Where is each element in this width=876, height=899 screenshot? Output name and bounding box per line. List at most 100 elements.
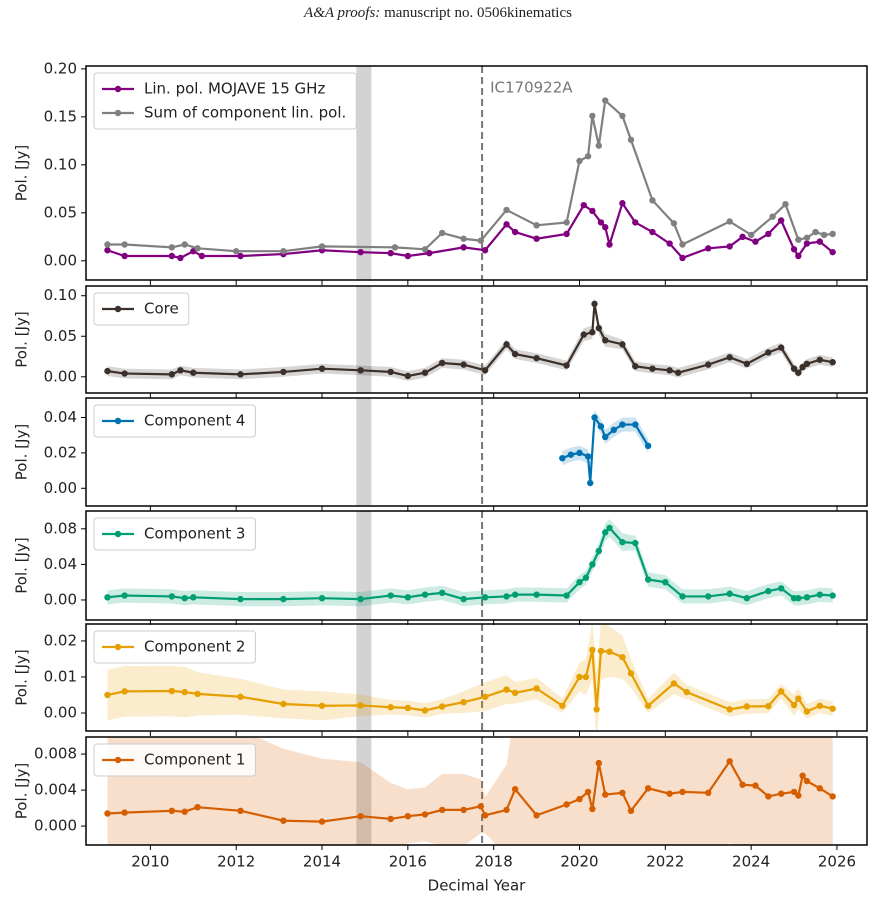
data-point bbox=[589, 646, 596, 654]
data-point bbox=[121, 688, 128, 695]
data-point bbox=[318, 365, 326, 372]
data-point bbox=[481, 594, 489, 601]
data-point bbox=[587, 479, 594, 487]
data-point bbox=[438, 359, 446, 367]
panel bbox=[104, 511, 836, 620]
panel bbox=[104, 624, 836, 731]
data-point bbox=[232, 248, 240, 255]
data-point bbox=[438, 229, 446, 237]
data-point bbox=[426, 249, 433, 257]
data-point bbox=[649, 197, 656, 204]
data-point bbox=[705, 245, 712, 252]
data-point bbox=[726, 243, 733, 250]
y-axis-label: Pol. [Jy] bbox=[13, 145, 31, 201]
y-tick-label: 0.00 bbox=[44, 703, 77, 721]
data-point bbox=[726, 590, 733, 597]
data-point bbox=[318, 818, 326, 825]
data-point bbox=[503, 206, 510, 214]
data-point bbox=[503, 221, 510, 228]
data-point bbox=[168, 593, 176, 600]
y-axis-label: Pol. [Jy] bbox=[13, 649, 31, 705]
data-point bbox=[391, 244, 399, 251]
y-tick-label: 0.004 bbox=[34, 781, 77, 799]
y-tick-label: 0.00 bbox=[44, 251, 77, 269]
data-point bbox=[190, 594, 197, 601]
x-tick-label: 2020 bbox=[560, 853, 598, 871]
data-point bbox=[181, 241, 188, 248]
data-point bbox=[765, 587, 772, 595]
data-point bbox=[705, 361, 712, 368]
data-point bbox=[597, 647, 605, 655]
data-point bbox=[181, 808, 188, 815]
data-point bbox=[803, 240, 811, 247]
data-point bbox=[739, 781, 746, 788]
data-point bbox=[511, 350, 519, 358]
data-point bbox=[829, 592, 836, 599]
data-point bbox=[194, 245, 201, 252]
data-point bbox=[387, 249, 394, 257]
data-point bbox=[829, 793, 836, 800]
data-point bbox=[198, 252, 206, 260]
data-point bbox=[597, 423, 605, 430]
data-point bbox=[816, 238, 823, 245]
data-point bbox=[765, 349, 772, 356]
data-point bbox=[619, 341, 626, 348]
data-point bbox=[595, 142, 602, 149]
legend-marker bbox=[114, 109, 122, 117]
data-point bbox=[795, 252, 802, 260]
x-tick-label: 2022 bbox=[646, 853, 684, 871]
legend-label: Component 4 bbox=[144, 412, 245, 430]
legend: Component 1 bbox=[93, 743, 256, 777]
data-point bbox=[421, 369, 429, 376]
data-point bbox=[582, 574, 590, 581]
data-point bbox=[595, 547, 602, 555]
data-point bbox=[790, 246, 798, 253]
data-point bbox=[280, 595, 287, 603]
y-tick-label: 0.20 bbox=[44, 59, 77, 77]
data-point bbox=[606, 524, 613, 532]
data-point bbox=[829, 358, 836, 366]
data-point bbox=[177, 367, 184, 374]
error-band bbox=[107, 737, 833, 845]
data-point bbox=[460, 235, 467, 242]
data-point bbox=[280, 368, 287, 376]
data-point bbox=[357, 248, 364, 256]
data-point bbox=[619, 538, 626, 546]
data-point bbox=[387, 592, 394, 599]
data-point bbox=[576, 673, 583, 681]
data-point bbox=[421, 591, 429, 598]
event-label: IC170922A bbox=[490, 79, 573, 97]
data-point bbox=[606, 648, 613, 655]
series-line bbox=[107, 526, 833, 601]
y-tick-label: 0.00 bbox=[44, 479, 77, 497]
data-point bbox=[533, 354, 540, 362]
data-point bbox=[644, 785, 652, 792]
data-point bbox=[511, 689, 519, 697]
data-point bbox=[679, 254, 686, 262]
data-point bbox=[104, 247, 111, 254]
data-point bbox=[602, 529, 609, 536]
data-point bbox=[576, 157, 583, 165]
y-tick-label: 0.000 bbox=[34, 817, 77, 835]
data-point bbox=[481, 812, 489, 819]
data-point bbox=[812, 228, 819, 236]
data-point bbox=[790, 788, 798, 796]
data-point bbox=[666, 790, 673, 797]
data-point bbox=[591, 300, 598, 308]
data-point bbox=[438, 589, 446, 597]
data-point bbox=[580, 331, 587, 338]
data-point bbox=[168, 252, 176, 260]
data-point bbox=[104, 367, 111, 375]
data-point bbox=[559, 702, 566, 709]
data-point bbox=[632, 421, 639, 428]
y-tick-label: 0.00 bbox=[44, 590, 77, 608]
y-tick-label: 0.10 bbox=[44, 286, 77, 304]
data-point bbox=[357, 595, 364, 603]
data-point bbox=[829, 230, 836, 238]
data-point bbox=[280, 248, 287, 255]
data-point bbox=[237, 807, 244, 814]
x-tick-label: 2012 bbox=[217, 853, 255, 871]
data-point bbox=[739, 233, 746, 241]
data-point bbox=[104, 691, 111, 699]
data-point bbox=[460, 595, 467, 603]
